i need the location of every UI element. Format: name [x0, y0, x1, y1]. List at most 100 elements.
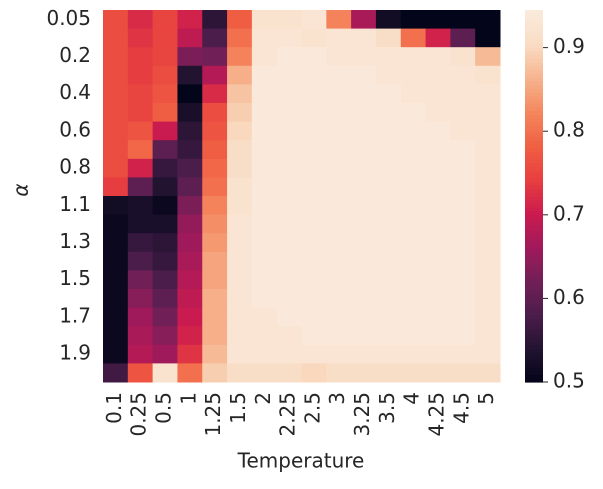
- colorbar-segment: [525, 62, 543, 67]
- heatmap-cell: [425, 158, 451, 178]
- heatmap-cell: [301, 326, 327, 346]
- heatmap-cell: [103, 344, 129, 364]
- heatmap-cell: [450, 326, 476, 346]
- heatmap-cell: [227, 270, 253, 290]
- heatmap-cell: [351, 363, 377, 383]
- heatmap-cell: [251, 363, 278, 383]
- heatmap-cell: [227, 177, 253, 197]
- heatmap-cell: [152, 344, 178, 364]
- heatmap-cell: [251, 28, 278, 48]
- heatmap-cell: [375, 84, 402, 104]
- heatmap-cell: [103, 103, 129, 123]
- heatmap-cell: [152, 84, 178, 104]
- colorbar-segment: [525, 315, 543, 320]
- heatmap-cell: [202, 103, 228, 123]
- x-axis-label: Temperature: [237, 449, 365, 473]
- heatmap-cell: [375, 158, 402, 178]
- heatmap-cell: [351, 47, 377, 67]
- heatmap-cell: [450, 103, 476, 123]
- heatmap-cell: [202, 140, 228, 160]
- colorbar-segment: [525, 255, 543, 260]
- heatmap-cell: [202, 158, 228, 178]
- heatmap-cell: [400, 140, 427, 160]
- heatmap-cell: [276, 251, 302, 271]
- heatmap-cell: [400, 84, 427, 104]
- heatmap-cell: [251, 158, 278, 178]
- heatmap-cell: [425, 214, 451, 234]
- colorbar-tick-label: 0.9: [553, 34, 585, 58]
- heatmap-cell: [251, 84, 278, 104]
- heatmap-cell: [103, 84, 129, 104]
- colorbar-segment: [525, 222, 543, 227]
- heatmap-cell: [301, 103, 327, 123]
- heatmap-cell: [276, 121, 302, 141]
- heatmap-cell: [177, 177, 203, 197]
- colorbar-segment: [525, 329, 543, 335]
- heatmap-cell: [326, 196, 352, 216]
- colorbar-segment: [525, 300, 543, 305]
- x-tick-label: 1.25: [201, 392, 225, 437]
- colorbar-segment: [525, 114, 543, 119]
- colorbar-segment: [525, 207, 543, 212]
- colorbar-segment: [525, 125, 543, 130]
- colorbar-segment: [525, 307, 543, 312]
- heatmap-cell: [227, 307, 253, 327]
- colorbar-segment: [525, 136, 543, 141]
- heatmap-cell: [326, 10, 352, 30]
- heatmap-cell: [202, 47, 228, 67]
- colorbar-segment: [525, 214, 543, 219]
- heatmap-cell: [127, 121, 154, 141]
- heatmap-cell: [202, 326, 228, 346]
- heatmap-cell: [326, 103, 352, 123]
- colorbar-segment: [525, 248, 543, 253]
- heatmap-cell: [152, 177, 178, 197]
- heatmap-cell: [301, 65, 327, 85]
- y-tick-label: 1.1: [59, 192, 91, 216]
- heatmap-cell: [425, 270, 451, 290]
- heatmap-cell: [276, 65, 302, 85]
- heatmap-cell: [450, 233, 476, 253]
- heatmap-cell: [400, 270, 427, 290]
- colorbar-segment: [525, 10, 543, 15]
- heatmap-cell: [351, 307, 377, 327]
- colorbar-segment: [525, 65, 543, 71]
- heatmap-cell: [251, 344, 278, 364]
- heatmap-cell: [301, 214, 327, 234]
- heatmap-cell: [375, 251, 402, 271]
- heatmap-cell: [103, 251, 129, 271]
- heatmap-cell: [475, 214, 501, 234]
- colorbar-segment: [525, 274, 543, 279]
- heatmap-cell: [400, 28, 427, 48]
- y-tick-label: 1.5: [59, 266, 91, 290]
- heatmap-cell: [351, 84, 377, 104]
- y-tick-label: 1.7: [59, 303, 91, 327]
- colorbar-segment: [525, 318, 543, 324]
- heatmap-cell: [152, 363, 178, 383]
- heatmap-cell: [103, 28, 129, 48]
- heatmap-cell: [103, 10, 129, 30]
- heatmap-cell: [103, 270, 129, 290]
- colorbar-segment: [525, 184, 543, 190]
- heatmap-cell: [276, 140, 302, 160]
- heatmap-cell: [375, 344, 402, 364]
- heatmap-cell: [276, 103, 302, 123]
- heatmap-cell: [177, 196, 203, 216]
- heatmap-cell: [152, 158, 178, 178]
- heatmap-cell: [152, 196, 178, 216]
- y-tick-label: 1.3: [59, 229, 91, 253]
- heatmap-cell: [103, 289, 129, 309]
- colorbar-segment: [525, 162, 543, 167]
- heatmap-cell: [177, 28, 203, 48]
- colorbar-segment: [525, 277, 543, 283]
- x-tick-label: 4: [400, 392, 424, 405]
- heatmap-cell: [227, 289, 253, 309]
- heatmap-cell: [425, 177, 451, 197]
- heatmap-cell: [276, 233, 302, 253]
- heatmap-cell: [227, 28, 253, 48]
- y-tick-label: 0.4: [59, 80, 91, 104]
- heatmap-cell: [400, 251, 427, 271]
- heatmap-cell: [450, 121, 476, 141]
- colorbar-segment: [525, 103, 543, 108]
- heatmap-cell: [177, 121, 203, 141]
- heatmap-cell: [152, 251, 178, 271]
